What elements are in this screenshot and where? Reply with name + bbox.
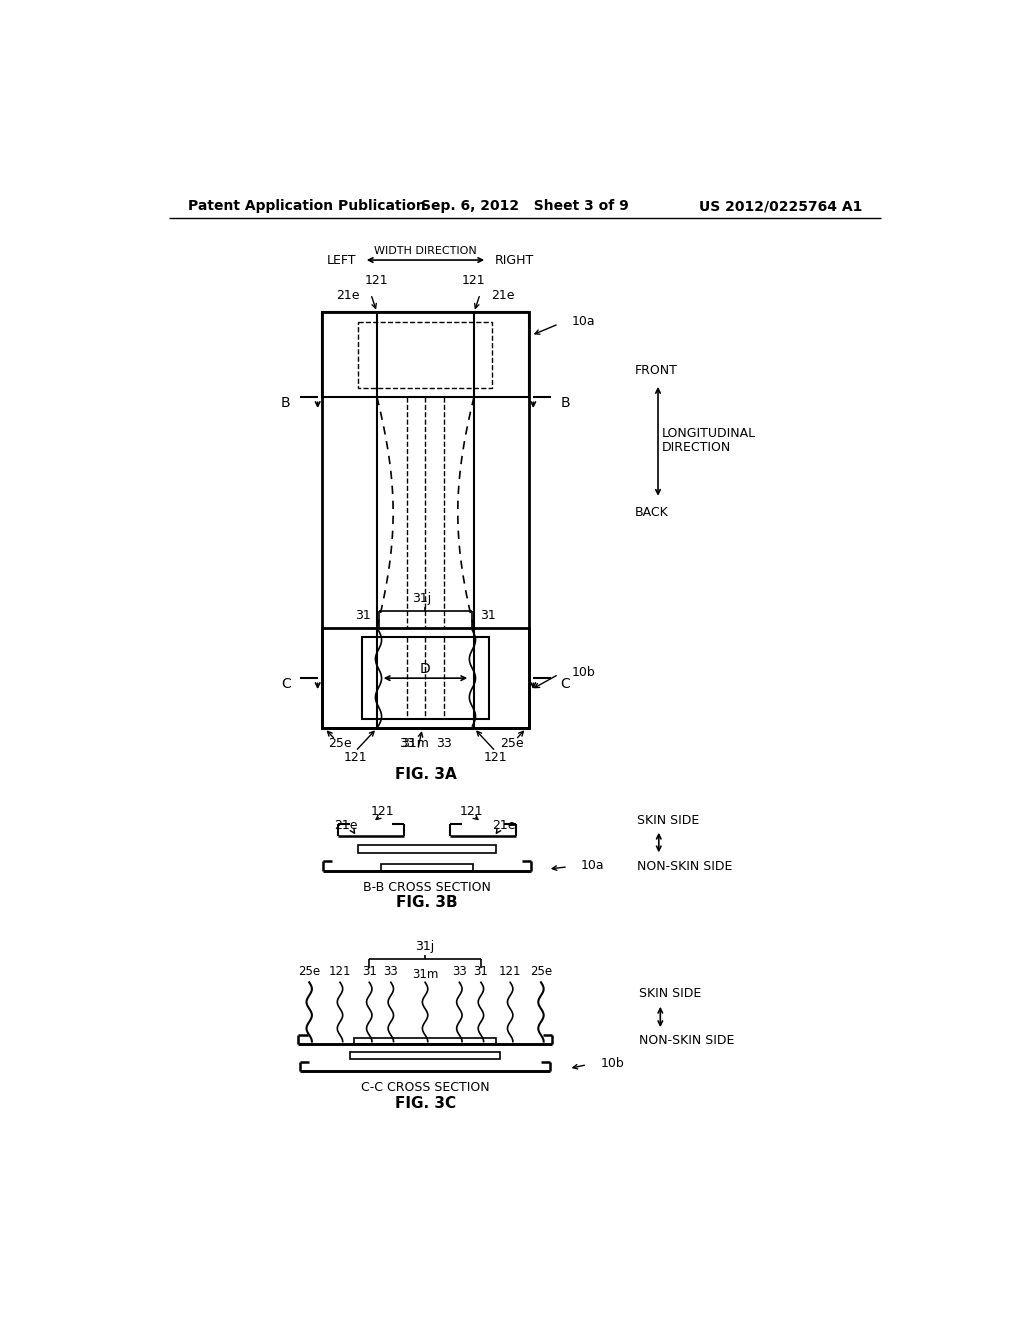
Bar: [354, 1038, 497, 1044]
Text: 25e: 25e: [500, 737, 523, 750]
Bar: [322, 313, 529, 729]
Text: 10a: 10a: [571, 315, 595, 329]
Text: 25e: 25e: [328, 737, 351, 750]
Bar: [361, 638, 489, 719]
Text: 33: 33: [436, 737, 452, 750]
Text: 31m: 31m: [400, 737, 429, 750]
Text: US 2012/0225764 A1: US 2012/0225764 A1: [698, 199, 862, 213]
Text: 121: 121: [483, 751, 507, 764]
Text: 10b: 10b: [600, 1056, 624, 1069]
Text: 121: 121: [462, 273, 485, 286]
Text: SKIN SIDE: SKIN SIDE: [637, 814, 699, 828]
Bar: [358, 322, 493, 388]
Text: 31j: 31j: [412, 593, 431, 606]
Text: 31: 31: [480, 609, 496, 622]
Text: 10b: 10b: [571, 667, 596, 680]
Text: D: D: [420, 661, 431, 676]
Bar: [381, 865, 473, 871]
Text: NON-SKIN SIDE: NON-SKIN SIDE: [639, 1034, 734, 1047]
Text: 25e: 25e: [298, 965, 321, 978]
Text: RIGHT: RIGHT: [495, 253, 535, 267]
Text: 33: 33: [452, 965, 467, 978]
Text: 121: 121: [366, 273, 389, 286]
Text: SKIN SIDE: SKIN SIDE: [639, 987, 701, 1001]
Text: Sep. 6, 2012   Sheet 3 of 9: Sep. 6, 2012 Sheet 3 of 9: [421, 199, 629, 213]
Text: 121: 121: [499, 965, 521, 978]
Text: C-C CROSS SECTION: C-C CROSS SECTION: [360, 1081, 489, 1094]
Text: 121: 121: [329, 965, 351, 978]
Text: B: B: [282, 396, 291, 411]
Text: FIG. 3A: FIG. 3A: [394, 767, 457, 781]
Text: C: C: [281, 677, 291, 692]
Text: 121: 121: [460, 805, 483, 818]
Text: 121: 121: [371, 805, 394, 818]
Text: NON-SKIN SIDE: NON-SKIN SIDE: [637, 861, 732, 874]
Text: B-B CROSS SECTION: B-B CROSS SECTION: [364, 880, 490, 894]
Text: C: C: [560, 677, 570, 692]
Text: 21e: 21e: [490, 289, 514, 302]
Text: 21e: 21e: [335, 818, 358, 832]
Text: BACK: BACK: [635, 506, 669, 519]
Text: FIG. 3C: FIG. 3C: [394, 1096, 456, 1110]
Text: 21e: 21e: [337, 289, 360, 302]
Text: 21e: 21e: [493, 818, 516, 832]
Text: Patent Application Publication: Patent Application Publication: [188, 199, 426, 213]
Text: FIG. 3B: FIG. 3B: [396, 895, 458, 911]
Text: 33: 33: [399, 737, 415, 750]
Text: LONGITUDINAL: LONGITUDINAL: [662, 428, 756, 440]
Bar: [350, 1052, 500, 1059]
Text: 31: 31: [361, 965, 377, 978]
Text: DIRECTION: DIRECTION: [662, 441, 731, 454]
Text: LEFT: LEFT: [327, 253, 356, 267]
Text: FRONT: FRONT: [635, 363, 678, 376]
Bar: [357, 845, 497, 853]
Bar: [322, 313, 529, 397]
Bar: [322, 628, 529, 729]
Text: 31: 31: [355, 609, 371, 622]
Text: WIDTH DIRECTION: WIDTH DIRECTION: [374, 246, 477, 256]
Text: 25e: 25e: [529, 965, 552, 978]
Text: B: B: [560, 396, 569, 411]
Text: 31j: 31j: [416, 940, 435, 953]
Text: 31m: 31m: [412, 968, 438, 981]
Text: 10a: 10a: [581, 859, 604, 871]
Text: 31: 31: [473, 965, 488, 978]
Text: 33: 33: [383, 965, 398, 978]
Text: 121: 121: [344, 751, 368, 764]
